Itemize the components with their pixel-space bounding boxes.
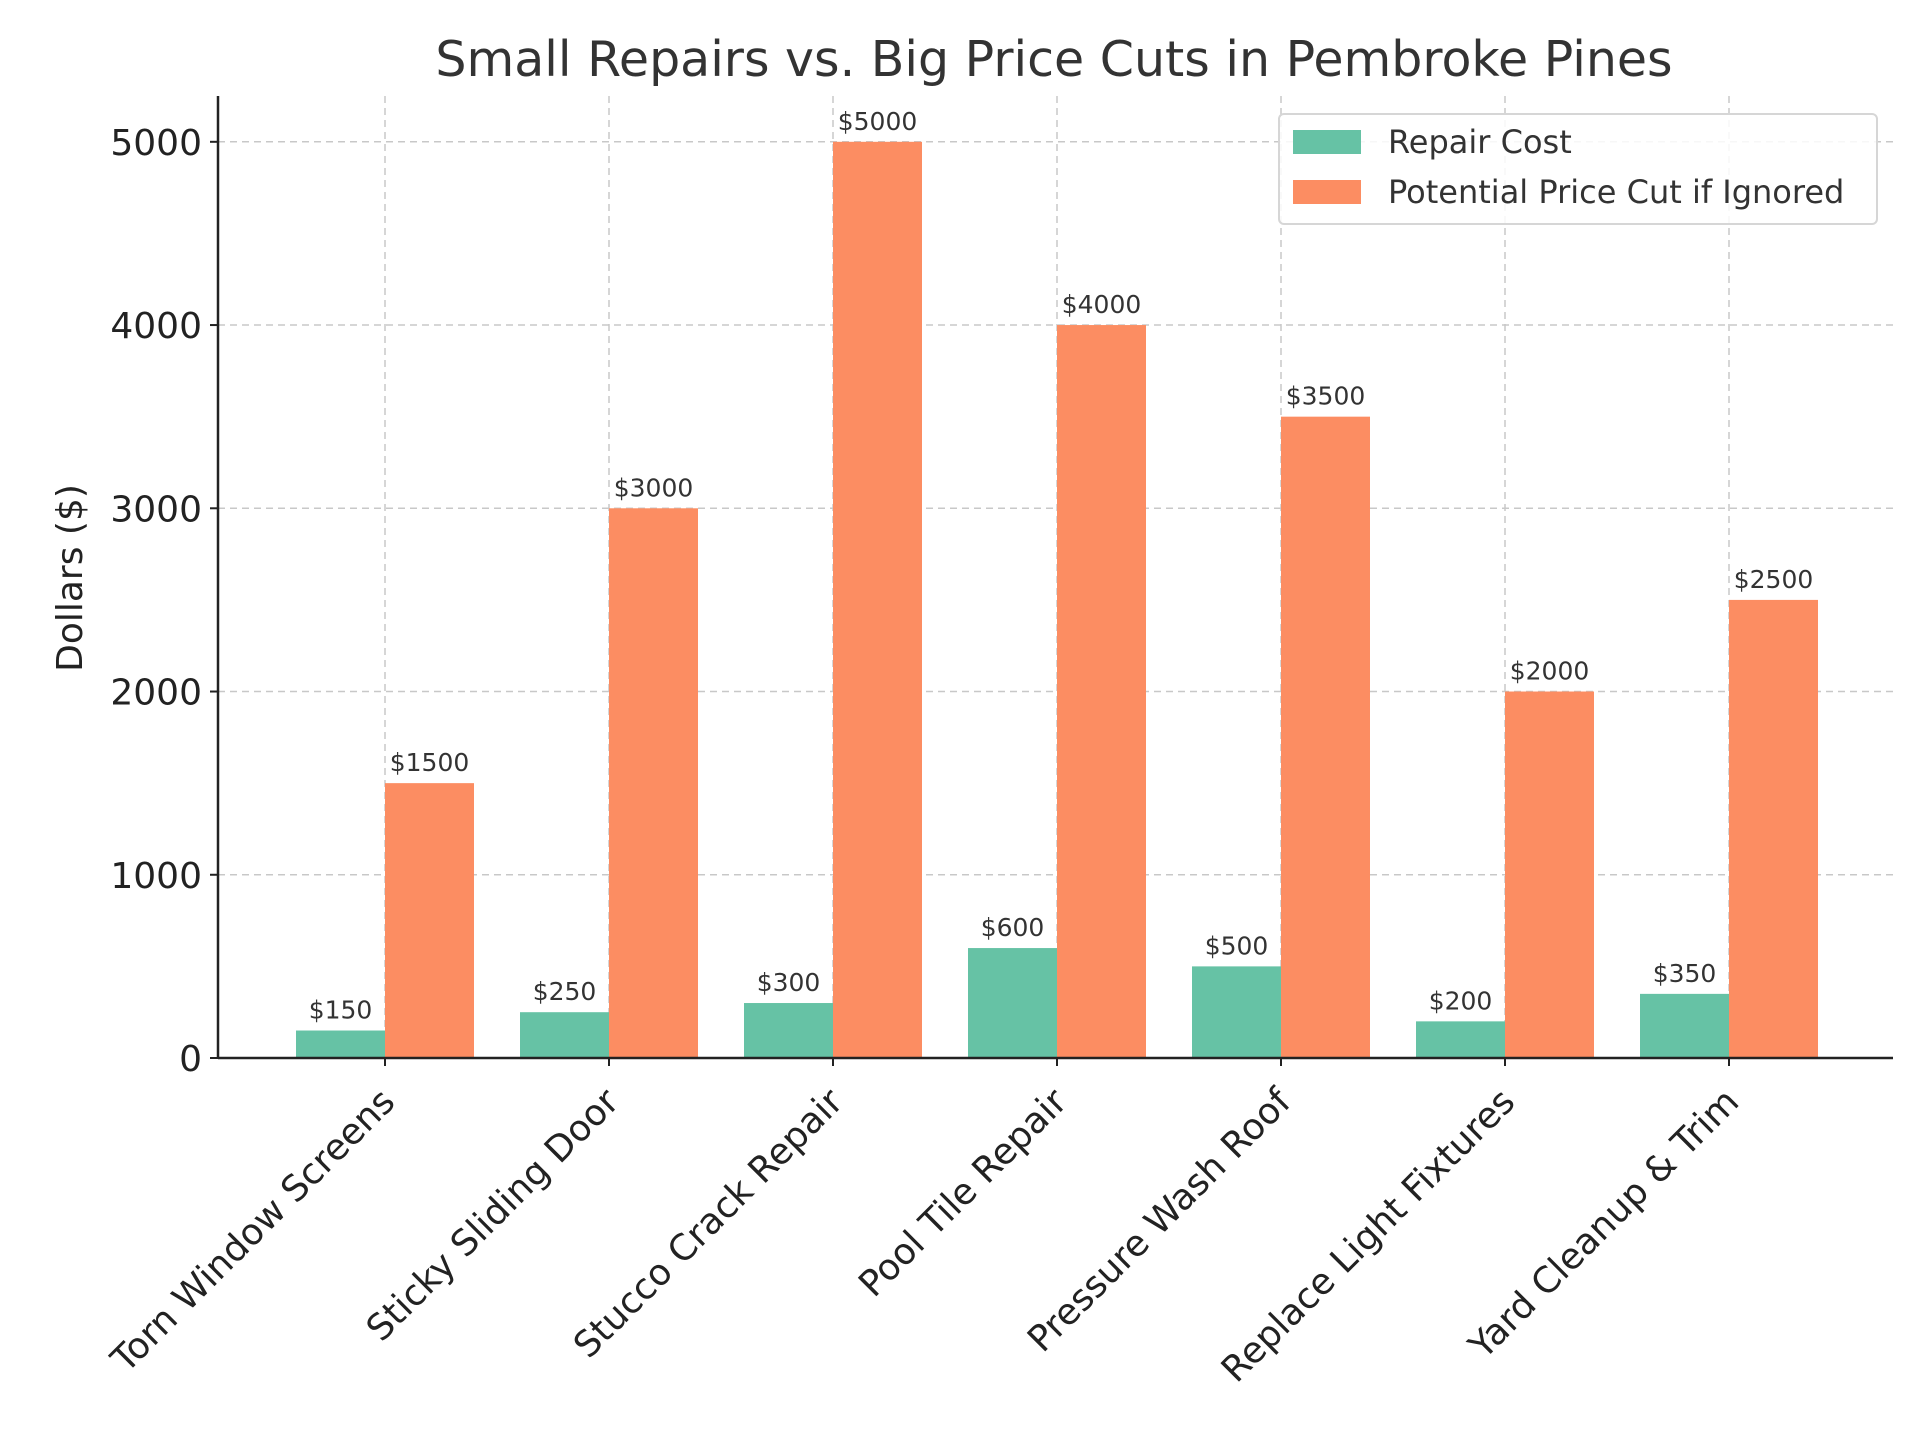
y-tick-label-1000: 1000 — [110, 856, 202, 897]
bar-price-cut-stucco-crack-repair — [833, 141, 922, 1059]
legend-swatch-repair-cost — [1293, 130, 1361, 154]
data-label-price-cut-pool-tile-repair: $4000 — [1062, 290, 1142, 319]
legend-swatch-price-cut — [1293, 180, 1361, 204]
bar-repair-cost-sticky-sliding-door — [520, 1012, 609, 1058]
data-label-repair-cost-yard-cleanup-trim: $350 — [1653, 959, 1717, 988]
bar-price-cut-torn-window-screens — [385, 783, 474, 1058]
data-label-price-cut-replace-light-fixtures: $2000 — [1510, 657, 1590, 686]
bar-price-cut-pressure-wash-roof — [1281, 416, 1370, 1059]
bar-repair-cost-replace-light-fixtures — [1416, 1021, 1505, 1058]
data-label-repair-cost-pool-tile-repair: $600 — [981, 913, 1045, 942]
y-axis-label: Dollars ($) — [50, 484, 91, 672]
y-tick-label-4000: 4000 — [110, 306, 202, 347]
y-tick-label-2000: 2000 — [110, 673, 202, 714]
legend-label-repair-cost: Repair Cost — [1388, 123, 1572, 161]
bar-repair-cost-torn-window-screens — [296, 1030, 385, 1058]
legend: Repair Cost Potential Price Cut if Ignor… — [1278, 113, 1878, 225]
chart-title: Small Repairs vs. Big Price Cuts in Pemb… — [435, 31, 1672, 88]
bar-repair-cost-pool-tile-repair — [968, 948, 1057, 1058]
x-tick-label-pool-tile-repair: Pool Tile Repair — [851, 1081, 1075, 1305]
data-label-price-cut-yard-cleanup-trim: $2500 — [1734, 565, 1814, 594]
bar-price-cut-replace-light-fixtures — [1505, 691, 1594, 1058]
y-tick-label-5000: 5000 — [110, 123, 202, 164]
bar-repair-cost-stucco-crack-repair — [744, 1003, 833, 1058]
data-label-price-cut-pressure-wash-roof: $3500 — [1286, 382, 1366, 411]
data-label-price-cut-sticky-sliding-door: $3000 — [614, 473, 694, 502]
bar-price-cut-sticky-sliding-door — [609, 508, 698, 1058]
x-tick-label-torn-window-screens: Torn Window Screens — [103, 1081, 403, 1381]
data-label-repair-cost-torn-window-screens: $150 — [309, 996, 373, 1025]
x-tick-label-sticky-sliding-door: Sticky Sliding Door — [359, 1081, 627, 1349]
bar-price-cut-pool-tile-repair — [1057, 325, 1146, 1058]
y-tick-label-3000: 3000 — [110, 489, 202, 530]
bar-repair-cost-pressure-wash-roof — [1192, 966, 1281, 1058]
data-labels: $150 $250 $300 $600 $500 $200 $350 $1500 $3000 $5… — [309, 107, 1814, 1025]
legend-label-price-cut: Potential Price Cut if Ignored — [1388, 173, 1844, 211]
data-label-repair-cost-replace-light-fixtures: $200 — [1429, 986, 1493, 1015]
bars — [296, 141, 1818, 1059]
y-tick-label-0: 0 — [179, 1039, 202, 1080]
data-label-repair-cost-pressure-wash-roof: $500 — [1205, 931, 1269, 960]
data-label-repair-cost-sticky-sliding-door: $250 — [533, 977, 597, 1006]
data-label-repair-cost-stucco-crack-repair: $300 — [757, 968, 821, 997]
legend-box — [1278, 113, 1878, 225]
bar-repair-cost-yard-cleanup-trim — [1640, 993, 1729, 1058]
axes: 0 1000 2000 3000 4000 5000 Torn Window Screens… — [103, 96, 1893, 1390]
bar-price-cut-yard-cleanup-trim — [1729, 599, 1818, 1058]
data-label-price-cut-stucco-crack-repair: $5000 — [838, 107, 918, 136]
data-label-price-cut-torn-window-screens: $1500 — [390, 748, 470, 777]
